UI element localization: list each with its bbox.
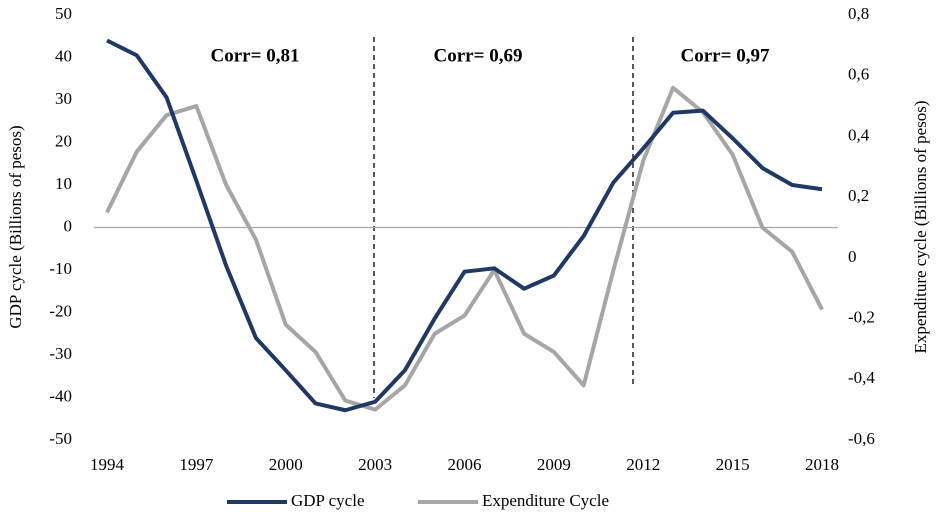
x-tick-label: 2018 (805, 455, 839, 474)
y-tick-label: -40 (49, 386, 72, 405)
annotation: Corr= 0,69 (434, 45, 523, 66)
y-axis-label: GDP cycle (Billions of pesos) (6, 125, 25, 328)
x-tick-label: 2003 (358, 455, 392, 474)
y2-tick-label: 0,2 (848, 186, 869, 205)
series-line (106, 38, 823, 413)
annotation: Corr= 0,97 (681, 45, 770, 66)
annotation: Corr= 0,81 (211, 45, 300, 66)
y-tick-label: 0 (64, 216, 73, 235)
x-tick-label: 2015 (716, 455, 750, 474)
x-tick-label: 2009 (537, 455, 571, 474)
y2-tick-label: -0,2 (848, 307, 875, 326)
x-tick-label: 2000 (269, 455, 303, 474)
y-tick-label: 30 (55, 89, 72, 108)
series-line (105, 85, 824, 412)
x-tick-label: 2012 (626, 455, 660, 474)
y-tick-label: 10 (55, 174, 72, 193)
y-tick-label: 40 (55, 46, 72, 65)
y-tick-label: 20 (55, 131, 72, 150)
y-tick-label: -30 (49, 344, 72, 363)
legend-label: GDP cycle (291, 491, 365, 510)
legend-label: Expenditure Cycle (482, 491, 609, 510)
y2-tick-label: 0,8 (848, 4, 869, 23)
y2-tick-label: 0,6 (848, 65, 869, 84)
x-tick-label: 1994 (90, 455, 125, 474)
y-tick-label: -50 (49, 429, 72, 448)
y-tick-label: -10 (49, 259, 72, 278)
x-tick-label: 2006 (448, 455, 482, 474)
y-tick-label: -20 (49, 301, 72, 320)
y-tick-label: 50 (55, 4, 72, 23)
y2-tick-label: 0,4 (848, 125, 870, 144)
y2-axis-label: Expenditure cycle (Billions of pesos) (911, 100, 930, 353)
y2-tick-label: -0,6 (848, 429, 875, 448)
x-tick-label: 1997 (179, 455, 214, 474)
y2-tick-label: -0,4 (848, 368, 875, 387)
y2-tick-label: 0 (848, 247, 857, 266)
